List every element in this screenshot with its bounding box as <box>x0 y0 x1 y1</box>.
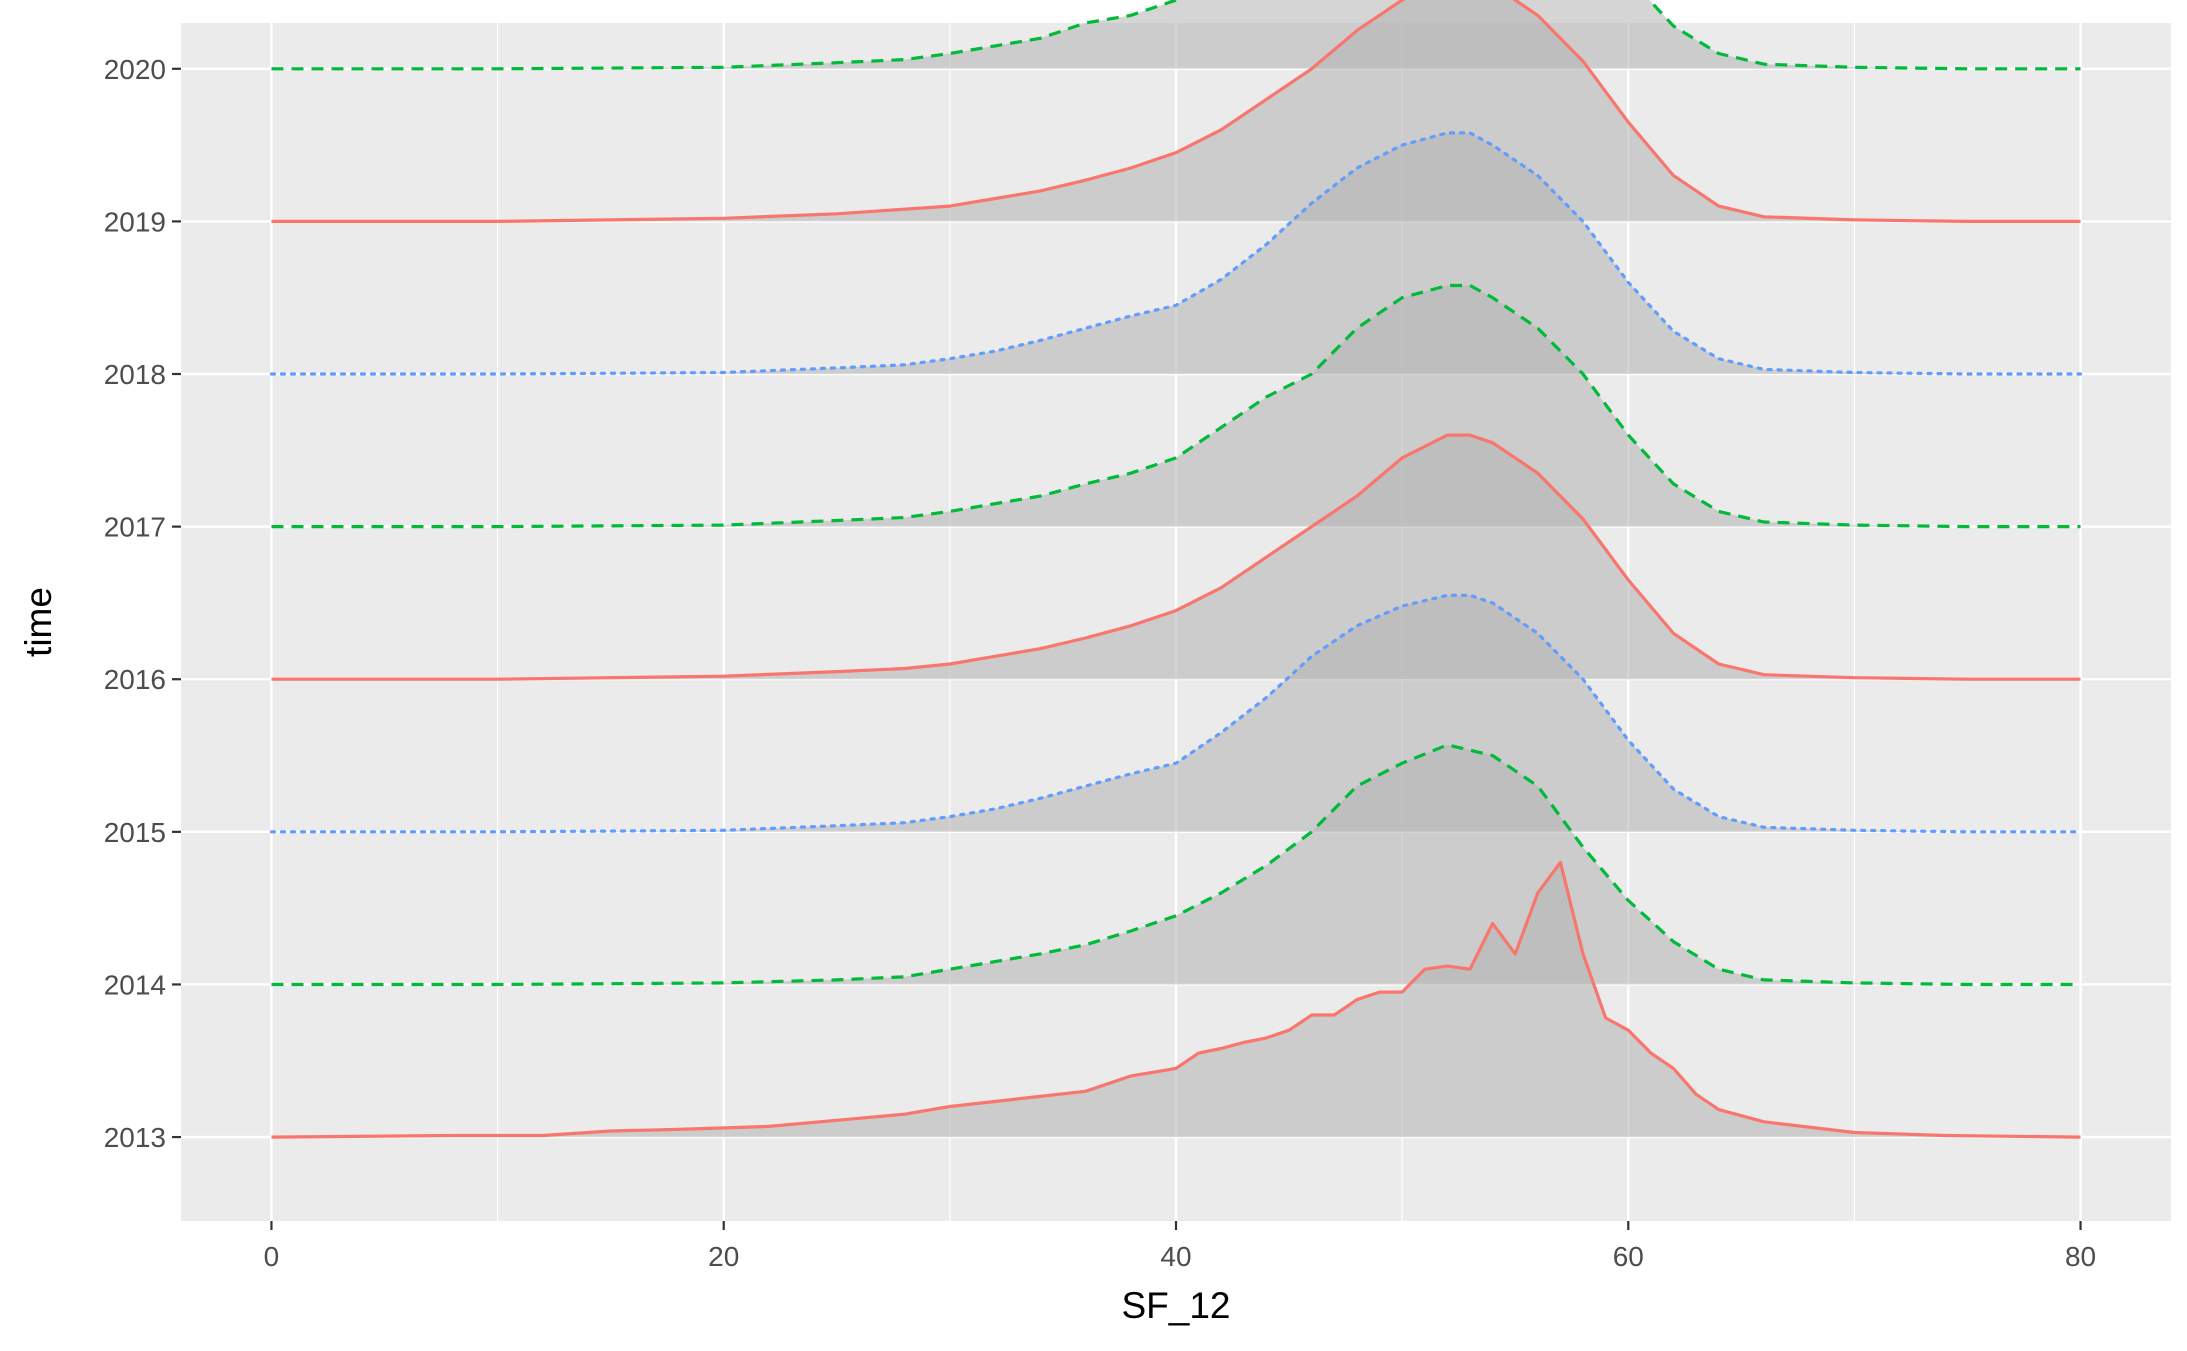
ridge-fill-2020 <box>271 0 2081 69</box>
ridge-fill-2014 <box>271 744 2081 985</box>
ridge-line-2016 <box>271 433 2081 681</box>
ridge-line-2013 <box>271 860 2081 1139</box>
ridge-line-2018 <box>269 131 2083 376</box>
ridge-line-2015 <box>269 593 2083 834</box>
y-tick-label: 2017 <box>104 512 166 543</box>
ridge-line-2014 <box>271 743 2081 987</box>
ridge-fill-2019 <box>271 0 2081 222</box>
ridge-fill-2015 <box>271 595 2081 832</box>
x-tick-label: 0 <box>264 1241 280 1272</box>
y-axis-title: time <box>18 587 59 657</box>
x-tick-label: 40 <box>1160 1241 1191 1272</box>
ridge-fill-2018 <box>271 132 2081 374</box>
x-tick-label: 20 <box>708 1241 739 1272</box>
y-tick-label: 2014 <box>104 969 166 1000</box>
y-tick-label: 2015 <box>104 817 166 848</box>
y-axis: 2013 2014 2015 2016 2017 2018 2019 2020 <box>104 54 181 1153</box>
x-axis: 0 20 40 60 80 <box>264 1221 2096 1272</box>
y-tick-label: 2016 <box>104 664 166 695</box>
ridge-line-2019 <box>271 0 2081 223</box>
ridge-fill-2017 <box>271 285 2081 527</box>
ridge-fill-2016 <box>271 435 2081 680</box>
y-tick-label: 2019 <box>104 206 166 237</box>
ridge-line-2017 <box>271 283 2081 529</box>
x-tick-label: 60 <box>1613 1241 1644 1272</box>
y-tick-label: 2018 <box>104 359 166 390</box>
ridge-fill-2013 <box>271 862 2081 1138</box>
ridges <box>269 0 2083 1139</box>
y-tick-label: 2013 <box>104 1122 166 1153</box>
y-tick-label: 2020 <box>104 54 166 85</box>
x-tick-label: 80 <box>2065 1241 2096 1272</box>
x-axis-title: SF_12 <box>1121 1285 1230 1326</box>
